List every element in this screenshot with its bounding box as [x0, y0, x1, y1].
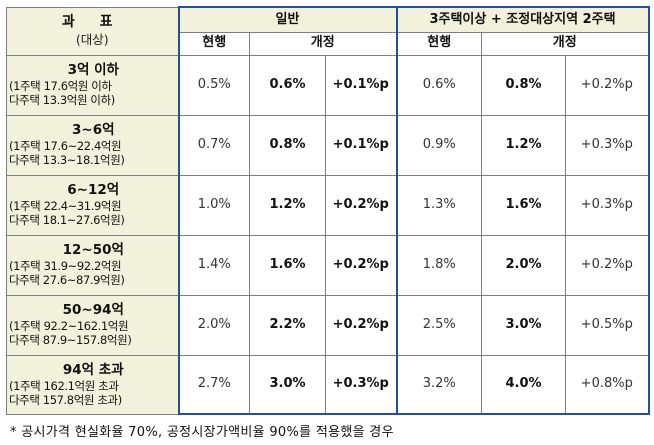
table-row: 3억 이하 (1주택 17.6억원 이하 다주택 13.3억원 이하) 0.5%…	[6, 54, 650, 116]
general-current-rate: 0.5%	[177, 54, 250, 116]
general-new-rate: 0.8%	[249, 114, 326, 176]
bracket-one-home: (1주택 17.6~22.4억원	[9, 139, 122, 154]
bracket-one-home: (1주택 162.1억원 초과	[9, 378, 119, 393]
bracket-range: 6~12억	[67, 182, 120, 199]
general-new-rate: 0.6%	[249, 54, 326, 116]
multi-rate-change: +0.3%p	[564, 174, 650, 236]
multi-current-rate: 0.9%	[395, 114, 482, 176]
bracket-multi-home: 다주택 27.6~87.9억원)	[9, 273, 125, 288]
bracket-label: 12~50억 (1주택 31.9~92.2억원 다주택 27.6~87.9억원)	[6, 234, 179, 296]
general-current-rate: 2.0%	[177, 294, 250, 356]
general-new-rate: 1.2%	[249, 174, 326, 236]
general-current-rate: 0.7%	[177, 114, 250, 176]
general-rate-change: +0.2%p	[325, 234, 398, 296]
multi-rate-change: +0.2%p	[564, 54, 650, 116]
general-current-rate: 1.4%	[177, 234, 250, 296]
general-current-rate: 1.0%	[177, 174, 250, 236]
multi-rate-change: +0.8%p	[564, 354, 650, 415]
bracket-range: 94억 초과	[62, 361, 124, 378]
table-row: 94억 초과 (1주택 162.1억원 초과 다주택 157.8억원 초과) 2…	[6, 354, 650, 415]
multi-new-rate: 4.0%	[481, 354, 566, 415]
bracket-range: 3억 이하	[67, 62, 119, 79]
bracket-one-home: (1주택 17.6억원 이하	[9, 79, 112, 94]
multi-new-rate: 3.0%	[481, 294, 566, 356]
multi-new-rate: 2.0%	[481, 234, 566, 296]
bracket-one-home: (1주택 31.9~92.2억원	[9, 259, 122, 274]
multi-rate-change: +0.2%p	[564, 234, 650, 296]
multi-current-rate: 3.2%	[395, 354, 482, 415]
general-new-rate: 1.6%	[249, 234, 326, 296]
bracket-multi-home: 다주택 87.9~157.8억원)	[9, 333, 132, 348]
multi-new-rate: 1.2%	[481, 114, 566, 176]
multi-rate-change: +0.5%p	[564, 294, 650, 356]
bracket-multi-home: 다주택 157.8억원 초과)	[9, 392, 122, 407]
general-rate-change: +0.1%p	[325, 114, 398, 176]
general-rate-change: +0.1%p	[325, 54, 398, 116]
multi-current-rate: 0.6%	[395, 54, 482, 116]
header-bracket-cell: 과 표 (대상)	[6, 6, 179, 56]
multi-rate-change: +0.3%p	[564, 114, 650, 176]
table-row: 6~12억 (1주택 22.4~31.9억원 다주택 18.1~27.6억원) …	[6, 174, 650, 236]
table-row: 3~6억 (1주택 17.6~22.4억원 다주택 13.3~18.1억원) 0…	[6, 114, 650, 176]
header-general-revised: 개정	[249, 31, 398, 56]
multi-new-rate: 1.6%	[481, 174, 566, 236]
general-rate-change: +0.2%p	[325, 174, 398, 236]
header-group-general: 일반	[177, 6, 398, 33]
header-subtitle: (대상)	[75, 31, 109, 47]
bracket-label: 50~94억 (1주택 92.2~162.1억원 다주택 87.9~157.8억…	[6, 294, 179, 356]
bracket-one-home: (1주택 22.4~31.9억원	[9, 199, 122, 214]
general-rate-change: +0.3%p	[325, 354, 398, 415]
header-group-multi: 3주택이상 + 조정대상지역 2주택	[395, 6, 650, 33]
header-multi-current: 현행	[395, 31, 482, 56]
bracket-range: 3~6억	[71, 122, 115, 139]
general-rate-change: +0.2%p	[325, 294, 398, 356]
general-new-rate: 2.2%	[249, 294, 326, 356]
multi-current-rate: 1.3%	[395, 174, 482, 236]
bracket-multi-home: 다주택 13.3억원 이하)	[9, 93, 115, 108]
table-row: 12~50억 (1주택 31.9~92.2억원 다주택 27.6~87.9억원)…	[6, 234, 650, 296]
multi-current-rate: 1.8%	[395, 234, 482, 296]
footnote: * 공시가격 현실화율 70%, 공정시장가액비율 90%를 적용했을 경우	[10, 425, 394, 440]
bracket-label: 3억 이하 (1주택 17.6억원 이하 다주택 13.3억원 이하)	[6, 54, 179, 116]
bracket-label: 94억 초과 (1주택 162.1억원 초과 다주택 157.8억원 초과)	[6, 354, 179, 415]
tax-rate-table: 과 표 (대상) 일반 3주택이상 + 조정대상지역 2주택 현행 개정 현행 …	[6, 6, 650, 415]
bracket-label: 6~12억 (1주택 22.4~31.9억원 다주택 18.1~27.6억원)	[6, 174, 179, 236]
bracket-one-home: (1주택 92.2~162.1억원	[9, 319, 129, 334]
bracket-multi-home: 다주택 13.3~18.1억원)	[9, 153, 125, 168]
bracket-label: 3~6억 (1주택 17.6~22.4억원 다주택 13.3~18.1억원)	[6, 114, 179, 176]
table-row: 50~94억 (1주택 92.2~162.1억원 다주택 87.9~157.8억…	[6, 294, 650, 356]
multi-current-rate: 2.5%	[395, 294, 482, 356]
header-multi-revised: 개정	[480, 31, 650, 56]
header-title: 과 표	[61, 14, 123, 31]
header-general-current: 현행	[177, 31, 250, 56]
bracket-multi-home: 다주택 18.1~27.6억원)	[9, 213, 125, 228]
general-current-rate: 2.7%	[177, 354, 250, 415]
bracket-range: 50~94억	[62, 302, 124, 319]
bracket-range: 12~50억	[62, 242, 124, 259]
general-new-rate: 3.0%	[249, 354, 326, 415]
multi-new-rate: 0.8%	[481, 54, 566, 116]
